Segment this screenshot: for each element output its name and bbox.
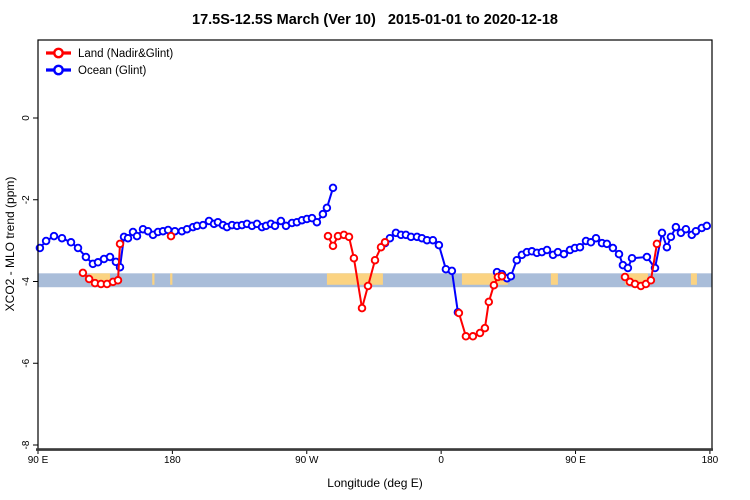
ocean-data-point	[198, 220, 208, 230]
legend-marker-ocean-icon	[53, 64, 64, 76]
ocean-data-point	[123, 233, 133, 243]
ocean-data-point	[132, 231, 142, 241]
x-tick-label: 180	[164, 455, 181, 466]
land-data-point	[475, 328, 485, 338]
chart-title: 17.5S-12.5S March (Ver 10) 2015-01-01 to…	[192, 12, 558, 28]
y-tick-label: -4	[21, 277, 32, 286]
ocean-data-point	[657, 228, 667, 238]
ocean-data-point	[666, 232, 676, 242]
y-tick-label: -2	[21, 195, 32, 204]
band-layer	[38, 273, 712, 288]
ocean-data-point	[627, 253, 637, 263]
land-data-point	[328, 241, 338, 251]
x-axis-label: Longitude (deg E)	[327, 476, 422, 490]
ocean-data-point	[105, 252, 115, 262]
ocean-data-point	[73, 243, 83, 253]
x-tick-label: 90 E	[28, 455, 49, 466]
x-tick-label: 0	[438, 455, 444, 466]
x-tick-label: 180	[702, 455, 719, 466]
series-layer	[35, 183, 712, 341]
ocean-data-point	[49, 231, 59, 241]
land-data-point	[344, 232, 354, 242]
highlight-band-segment	[624, 273, 648, 285]
ocean-data-point	[428, 235, 438, 245]
highlight-band-segment	[89, 273, 110, 285]
ocean-data-point	[57, 233, 67, 243]
land-data-point	[468, 332, 478, 341]
land-data-point	[620, 272, 630, 282]
ocean-data-point	[602, 239, 612, 249]
legend-item-ocean: Ocean (Glint)	[46, 64, 147, 77]
highlight-band-segment	[326, 273, 383, 285]
land-data-point	[370, 255, 380, 265]
land-data-point	[497, 271, 507, 281]
land-data-point	[113, 276, 123, 285]
land-data-point	[166, 231, 176, 241]
ocean-data-point	[542, 245, 552, 255]
land-data-point	[78, 268, 88, 278]
ocean-data-point	[322, 203, 332, 213]
ocean-data-point	[93, 258, 103, 267]
highlight-band-segment	[550, 273, 558, 285]
ocean-data-point	[434, 240, 444, 250]
land-data-point	[357, 303, 367, 313]
ocean-data-point	[681, 224, 691, 234]
ocean-data-point	[671, 222, 681, 232]
ocean-data-point	[608, 243, 618, 253]
land-data-point	[380, 238, 390, 247]
land-data-point	[84, 274, 94, 284]
land-data-point	[652, 239, 662, 249]
ocean-data-point	[702, 221, 712, 231]
land-data-point	[489, 280, 499, 290]
ocean-data-point	[328, 183, 338, 193]
legend-label-ocean: Ocean (Glint)	[78, 65, 147, 77]
land-data-point	[454, 308, 464, 318]
ocean-data-point	[662, 242, 672, 252]
y-tick-label: -8	[21, 440, 32, 449]
legend: Land (Nadir&Glint) Ocean (Glint)	[46, 47, 173, 77]
y-axis-label: XCO2 - MLO trend (ppm)	[3, 177, 17, 312]
land-data-point	[646, 276, 656, 285]
ocean-data-point	[66, 238, 76, 247]
legend-marker-land-icon	[53, 47, 64, 59]
land-data-point	[323, 231, 333, 241]
ocean-data-point	[506, 271, 516, 281]
land-data-point	[480, 323, 490, 333]
ocean-data-point	[312, 217, 322, 227]
ocean-data-point	[623, 263, 633, 273]
legend-label-land: Land (Nadir&Glint)	[78, 48, 173, 60]
ocean-data-point	[81, 252, 91, 262]
ocean-data-point	[318, 209, 328, 219]
ocean-data-point	[270, 221, 280, 231]
x-tick-label: 90 E	[565, 455, 586, 466]
x-tick-label: 90 W	[295, 455, 319, 466]
land-data-point	[115, 239, 125, 249]
axis-layer: 90 E 180 90 W 0 90 E 180 0 -2 -4 -6 -8	[21, 115, 719, 466]
ocean-data-point	[276, 216, 286, 226]
land-data-point	[349, 253, 359, 263]
ocean-data-point	[512, 255, 522, 265]
ocean-data-point	[575, 242, 585, 252]
ocean-data-point	[41, 236, 51, 246]
highlight-band-segment	[170, 273, 173, 285]
legend-item-land: Land (Nadir&Glint)	[46, 47, 173, 60]
y-tick-label: -6	[21, 358, 32, 367]
ocean-data-point	[447, 266, 457, 276]
highlight-band-segment	[461, 273, 508, 285]
ocean-data-point	[591, 233, 601, 243]
y-tick-label: 0	[21, 115, 32, 121]
ocean-data-point	[559, 249, 569, 259]
land-data-point	[363, 281, 373, 291]
highlight-band-segment	[152, 273, 155, 285]
land-data-point	[461, 332, 471, 341]
highlight-band-segment	[690, 273, 697, 285]
ocean-data-point	[614, 249, 624, 259]
ocean-data-point	[642, 252, 652, 262]
land-data-point	[484, 297, 494, 307]
